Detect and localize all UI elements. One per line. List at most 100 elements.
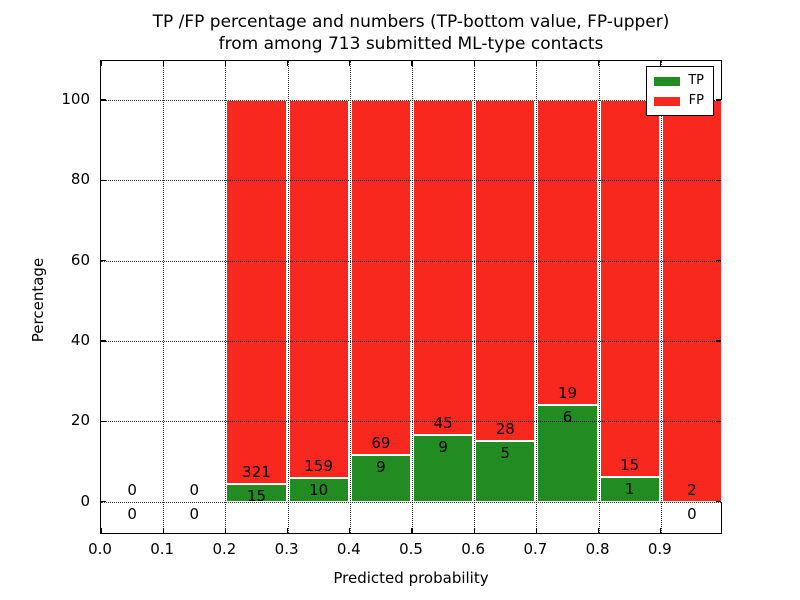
legend-swatch-fp [654,96,680,106]
bar-tp-0.3-0.4 [288,477,349,502]
x-tick-top-0.1 [162,61,164,66]
bar-fp-0.9-1.0 [661,99,722,502]
x-tick-bottom-0.4 [349,528,351,533]
x-tick-bottom-0.3 [287,528,289,533]
bar-fp-0.3-0.4 [288,99,349,478]
x-tick-bottom-0.6 [473,528,475,533]
x-tick-bottom-0.7 [535,528,538,533]
x-axis-label: Predicted probability [333,569,489,587]
y-axis-label: Percentage [29,257,47,343]
x-tick-label-0.3: 0.3 [274,540,299,558]
label-fp-count-0.0-0.1: 0 [127,480,137,499]
y-tick-right-60 [716,260,721,262]
y-tick-left-100 [101,99,106,101]
bar-fp-0.8-0.9 [599,99,660,477]
y-tick-label-100: 100 [61,89,90,108]
gridline-x-0.2 [225,61,227,533]
y-tick-left-60 [101,260,106,262]
x-tick-bottom-0.5 [411,528,413,533]
bar-fp-0.5-0.6 [413,99,474,435]
gridline-y-60 [101,260,721,262]
x-tick-bottom-0.8 [598,528,600,533]
x-tick-label-0.7: 0.7 [523,540,548,558]
bar-tp-0.2-0.3 [226,483,287,502]
label-fp-count-0.2-0.3: 321 [242,462,271,481]
label-fp-count-0.6-0.7: 28 [495,419,515,438]
x-tick-top-0.2 [224,61,227,66]
x-tick-label-0.0: 0.0 [88,540,112,558]
y-tick-label-20: 20 [70,411,90,430]
legend-swatch-tp [654,76,680,86]
label-tp-count-0.3-0.4: 10 [309,480,329,499]
x-tick-top-0.7 [535,61,538,66]
x-tick-label-0.9: 0.9 [647,540,672,558]
chart-title: TP /FP percentage and numbers (TP-bottom… [100,11,722,55]
gridline-x-0.6 [474,61,476,533]
plot-area: TP FP 0 0 0 0 321 15 159 10 69 9 45 9 28 5 19 6 15 1 2 0 [100,60,722,534]
x-tick-bottom-0.9 [660,528,662,533]
y-tick-left-80 [101,179,106,181]
legend-item-tp: TP [654,74,704,88]
y-tick-right-20 [716,420,721,423]
label-fp-count-0.8-0.9: 15 [620,455,640,474]
y-tick-label-40: 40 [70,330,90,349]
label-tp-count-0.5-0.6: 9 [438,437,448,456]
x-tick-top-0.3 [287,61,289,66]
x-tick-top-0.8 [598,61,600,66]
x-tick-bottom-0.1 [162,528,164,533]
label-fp-count-0.1-0.2: 0 [189,480,200,499]
label-tp-count-0.9-1.0: 0 [687,504,697,523]
x-tick-label-0.5: 0.5 [399,540,423,558]
gridline-x-0.5 [412,61,413,533]
gridline-x-0.8 [598,61,600,533]
x-tick-top-0.0 [100,61,102,66]
gridline-y-0 [101,501,721,503]
label-tp-count-0.2-0.3: 15 [246,486,267,505]
bar-fp-0.2-0.3 [226,99,287,484]
x-tick-top-0.5 [411,61,413,66]
label-tp-count-0.1-0.2: 0 [189,504,200,523]
y-tick-left-40 [101,340,106,342]
label-fp-count-0.5-0.6: 45 [433,413,453,432]
gridline-y-20 [101,421,721,423]
bar-tp-0.6-0.7 [475,440,536,502]
x-tick-label-0.2: 0.2 [212,540,237,558]
x-tick-top-0.4 [349,61,351,66]
chart-title-line-2: from among 713 submitted ML-type contact… [218,34,604,54]
x-tick-top-0.6 [473,61,475,66]
x-tick-label-0.8: 0.8 [585,540,610,558]
x-tick-bottom-0.0 [100,528,102,533]
label-fp-count-0.9-1.0: 2 [687,480,697,499]
y-tick-right-80 [716,179,721,181]
label-tp-count-0.8-0.9: 1 [624,479,635,498]
gridline-x-0.7 [536,61,538,533]
label-tp-count-0.4-0.5: 9 [376,458,386,477]
label-tp-count-0.6-0.7: 5 [500,443,511,462]
y-tick-right-0 [716,501,721,503]
x-tick-label-0.6: 0.6 [461,540,486,558]
gridline-y-80 [101,180,721,182]
label-fp-count-0.4-0.5: 69 [371,434,391,453]
label-tp-count-0.7-0.8: 6 [562,408,573,427]
y-tick-label-80: 80 [70,170,90,189]
legend-label-tp: TP [688,73,704,88]
x-tick-top-0.9 [660,61,662,66]
y-tick-right-40 [716,340,721,342]
gridline-y-40 [101,340,721,342]
x-tick-label-0.4: 0.4 [336,540,361,558]
y-tick-label-60: 60 [70,250,90,269]
bar-fp-0.4-0.5 [350,99,411,456]
gridline-x-0.4 [349,61,351,533]
y-tick-label-0: 0 [80,491,90,510]
bar-tp-0.5-0.6 [413,434,474,502]
bar-tp-0.4-0.5 [350,455,411,502]
legend: TP FP [646,66,714,116]
y-tick-left-20 [101,420,106,423]
gridline-x-0.9 [660,61,662,533]
gridline-x-0.1 [163,61,165,533]
y-tick-left-0 [101,501,106,503]
gridline-y-100 [101,99,721,101]
legend-label-fp: FP [688,93,704,108]
label-fp-count-0.7-0.8: 19 [557,384,578,403]
